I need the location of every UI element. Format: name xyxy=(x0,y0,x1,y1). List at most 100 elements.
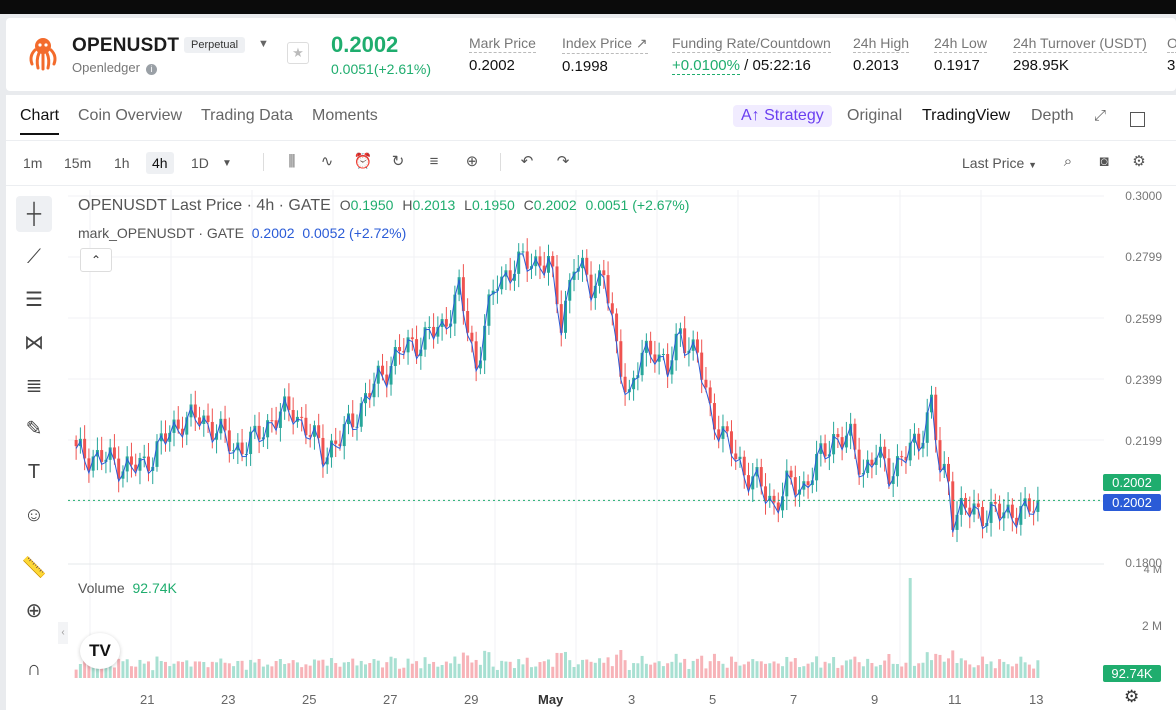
volume-bar xyxy=(555,652,559,678)
volume-bar xyxy=(947,658,950,678)
candle-body xyxy=(112,447,116,459)
timeframe-4h[interactable]: 4h xyxy=(146,152,174,174)
tab-trading-data[interactable]: Trading Data xyxy=(201,107,293,124)
volume-bar xyxy=(564,651,568,678)
tab-moments[interactable]: Moments xyxy=(312,107,378,124)
volume-bar xyxy=(244,669,248,678)
zoom-in-tool-icon[interactable]: ⊕ xyxy=(25,600,43,622)
candle-body xyxy=(334,440,338,444)
collapse-toolbar-icon[interactable]: ‹ xyxy=(58,622,68,644)
info-icon[interactable]: i xyxy=(145,64,157,75)
add-indicator-icon[interactable]: ⊕ xyxy=(465,153,479,170)
tab-original[interactable]: Original xyxy=(847,107,903,124)
tab-coin-overview[interactable]: Coin Overview xyxy=(78,107,183,124)
volume-bar xyxy=(985,664,989,678)
volume-bar xyxy=(649,664,653,678)
candle-body xyxy=(959,497,963,515)
price-type-select[interactable]: Last Price ▼ xyxy=(962,155,1037,171)
volume-bar xyxy=(253,662,257,678)
volume-bar xyxy=(764,663,768,678)
emoji-tool-icon[interactable]: ☺ xyxy=(23,504,45,526)
volume-bar xyxy=(389,656,393,678)
candle-body xyxy=(91,456,95,471)
timeframe-1m[interactable]: 1m xyxy=(23,155,43,171)
horizontal-lines-tool-icon[interactable]: ☰ xyxy=(25,289,43,311)
search-icon[interactable]: ⌕ xyxy=(1063,153,1073,170)
volume-bar xyxy=(95,666,99,678)
volume-bar xyxy=(287,663,291,678)
volume-bar xyxy=(117,658,121,678)
price-tick: 0.2199 xyxy=(1125,434,1162,448)
collapse-legend-button[interactable]: ⌃ xyxy=(80,248,112,272)
candle-body xyxy=(708,387,712,404)
openledger-logo-icon xyxy=(29,38,57,71)
fib-tool-icon[interactable]: ≣ xyxy=(25,375,43,397)
legend-open: 0.1950 xyxy=(350,197,394,213)
volume-bar xyxy=(644,663,648,678)
stat-funding-rate: Funding Rate/Countdown +0.0100% / 05:22:… xyxy=(672,35,831,75)
timeframe-15m[interactable]: 15m xyxy=(64,155,92,171)
volume-bar xyxy=(938,654,942,678)
tab-depth[interactable]: Depth xyxy=(1031,107,1074,124)
trend-line-tool-icon[interactable]: ⟋ xyxy=(27,246,41,268)
candle-body xyxy=(721,426,725,439)
axis-settings-icon[interactable]: ⚙ xyxy=(1124,687,1140,706)
timeframe-1d[interactable]: 1D xyxy=(191,155,209,171)
undo-icon[interactable]: ↶ xyxy=(520,153,534,170)
volume-bar xyxy=(495,669,499,678)
tradingview-logo-icon[interactable]: TV xyxy=(80,633,120,669)
stat-label: 24h Turnover (USDT) xyxy=(1013,35,1147,53)
x-tick: 5 xyxy=(709,692,717,707)
volume-bar xyxy=(329,658,333,678)
settings-gear-icon[interactable]: ⚙ xyxy=(1132,153,1146,170)
candlestick-chart[interactable] xyxy=(68,190,1104,690)
expand-icon[interactable]: ⤢ xyxy=(1094,107,1107,124)
symbol-name[interactable]: OPENUSDT xyxy=(72,35,180,56)
candle-body xyxy=(844,435,848,448)
crosshair-tool-icon[interactable]: ┼ xyxy=(16,196,52,232)
symbol-dropdown-icon[interactable]: ▼ xyxy=(258,38,269,50)
redo-icon[interactable]: ↷ xyxy=(556,153,570,170)
pattern-tool-icon[interactable]: ⋈ xyxy=(24,332,44,354)
volume-bar xyxy=(687,668,691,678)
favorite-star-icon[interactable]: ★ xyxy=(287,42,309,64)
candle-body xyxy=(274,420,278,428)
candle-body xyxy=(227,430,231,452)
indicators-icon[interactable]: ∿ xyxy=(320,153,334,170)
volume-bar xyxy=(512,668,516,678)
volume-bar xyxy=(785,656,789,678)
ai-strategy-icon: A↑ xyxy=(741,107,760,124)
screenshot-icon[interactable]: ◙ xyxy=(1099,153,1109,170)
replay-icon[interactable]: ↻ xyxy=(391,153,405,170)
timeframe-dropdown-icon[interactable]: ▼ xyxy=(222,158,232,169)
alert-icon[interactable]: ⏰ xyxy=(353,153,373,170)
brush-tool-icon[interactable]: ✎ xyxy=(25,418,43,440)
volume-bar xyxy=(870,662,874,678)
volume-tag: 92.74K xyxy=(1103,665,1161,682)
candle-body xyxy=(74,440,78,447)
candle-body xyxy=(312,425,316,437)
strategy-button[interactable]: A↑ Strategy xyxy=(733,105,832,127)
volume-bar xyxy=(291,660,295,678)
timeframe-1h[interactable]: 1h xyxy=(114,155,130,171)
ruler-tool-icon[interactable]: 📏 xyxy=(21,557,47,579)
candle-type-icon[interactable]: ⫼ xyxy=(288,153,296,170)
volume-bar xyxy=(176,661,180,678)
candle-body xyxy=(653,354,657,362)
stat-24h-turnover: 24h Turnover (USDT) 298.95K xyxy=(1013,35,1147,74)
candle-body xyxy=(789,470,793,478)
text-tool-icon[interactable]: T xyxy=(27,461,41,483)
window-square-icon[interactable] xyxy=(1130,112,1145,127)
templates-icon[interactable]: ≡ xyxy=(429,153,439,170)
tab-tradingview[interactable]: TradingView xyxy=(922,107,1011,124)
volume-bar xyxy=(810,662,814,678)
magnet-tool-icon[interactable]: ∩ xyxy=(26,658,42,680)
tab-chart[interactable]: Chart xyxy=(20,107,60,135)
perpetual-badge: Perpetual xyxy=(184,37,246,53)
stat-index-price[interactable]: Index Price ↗ 0.1998 xyxy=(562,35,648,75)
x-tick: 11 xyxy=(948,692,962,707)
candle-body xyxy=(346,413,350,425)
candle-body xyxy=(836,434,840,438)
chart-panel: Chart Coin Overview Trading Data Moments… xyxy=(6,95,1176,710)
volume-bar xyxy=(134,666,138,678)
